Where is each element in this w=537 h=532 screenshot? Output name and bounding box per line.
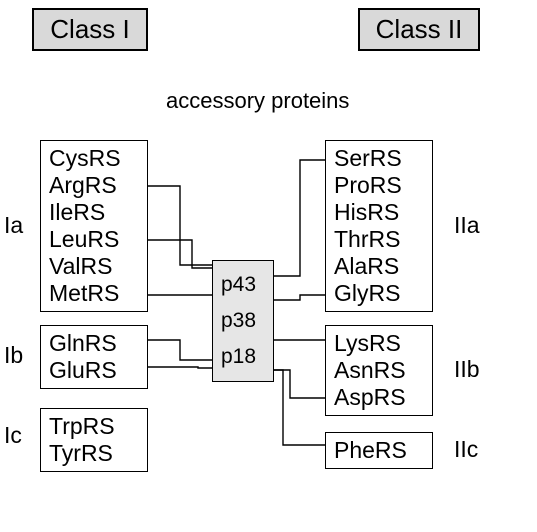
item: IleRS [49,199,139,226]
item: GlnRS [49,330,139,357]
item: LysRS [334,330,424,357]
item: AsnRS [334,357,424,384]
class2-label: Class II [376,14,463,44]
item: ThrRS [334,226,424,253]
item: CysRS [49,145,139,172]
label-Ia: Ia [4,212,23,239]
item: GluRS [49,357,139,384]
group-Ib: GlnRS GluRS [40,325,148,389]
item: ProRS [334,172,424,199]
group-Ia: CysRS ArgRS IleRS LeuRS ValRS MetRS [40,140,148,312]
item: TyrRS [49,440,139,467]
label-Ic: Ic [4,422,22,449]
p43: p43 [221,267,265,303]
item: ValRS [49,253,139,280]
item: AspRS [334,384,424,411]
item: ArgRS [49,172,139,199]
class1-label: Class I [50,14,129,44]
label-IIc: IIc [454,436,478,463]
item: HisRS [334,199,424,226]
label-IIb: IIb [454,356,480,383]
item: MetRS [49,280,139,307]
p38: p38 [221,303,265,339]
item: AlaRS [334,253,424,280]
class2-header: Class II [358,8,480,51]
subtitle: accessory proteins [166,88,349,114]
item: GlyRS [334,280,424,307]
item: TrpRS [49,413,139,440]
item: PheRS [334,437,424,464]
group-Ic: TrpRS TyrRS [40,408,148,472]
p18: p18 [221,339,265,375]
group-IIb: LysRS AsnRS AspRS [325,325,433,416]
class1-header: Class I [32,8,148,51]
group-IIc: PheRS [325,432,433,469]
label-IIa: IIa [454,212,480,239]
item: SerRS [334,145,424,172]
item: LeuRS [49,226,139,253]
label-Ib: Ib [4,342,23,369]
accessory-box: p43 p38 p18 [212,260,274,382]
group-IIa: SerRS ProRS HisRS ThrRS AlaRS GlyRS [325,140,433,312]
